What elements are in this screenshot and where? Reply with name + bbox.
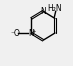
Text: N: N	[40, 7, 46, 16]
Text: H₂N: H₂N	[48, 4, 62, 13]
Text: N: N	[28, 29, 34, 37]
Text: ⁻O: ⁻O	[10, 29, 20, 37]
Text: +: +	[32, 29, 36, 34]
